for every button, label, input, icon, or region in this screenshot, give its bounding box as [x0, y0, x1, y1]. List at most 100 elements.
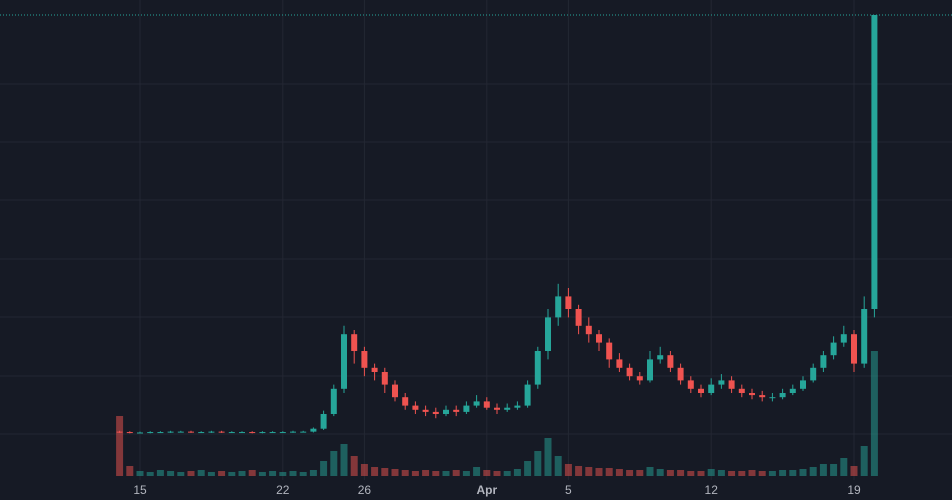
volume-bar [717, 470, 725, 476]
candle-body [157, 432, 164, 434]
volume-bar [136, 471, 144, 476]
volume-bar [167, 471, 175, 476]
candle-body [208, 431, 215, 433]
volume-bar [524, 461, 532, 476]
volume-bar [442, 471, 450, 476]
x-tick-label: 26 [358, 483, 372, 497]
candle-body [473, 401, 480, 406]
volume-bar [432, 471, 440, 476]
candle-body [279, 432, 286, 434]
candle-body [626, 367, 633, 377]
volume-bar [340, 444, 348, 476]
volume-bar [279, 472, 287, 476]
volume-bar [860, 446, 868, 476]
volume-bar [646, 467, 654, 476]
x-tick-label: 5 [565, 483, 572, 497]
candle-body [830, 342, 837, 356]
volume-bar [575, 466, 583, 476]
candle-body [728, 380, 735, 389]
volume-bar [258, 472, 266, 476]
volume-bar [636, 470, 644, 476]
volume-bar [534, 451, 542, 476]
volume-bar [544, 438, 552, 476]
candle-body [198, 432, 205, 434]
volume-bar [728, 471, 736, 476]
candle-body [820, 355, 827, 368]
candle-body [239, 432, 245, 434]
volume-bar [248, 470, 256, 476]
volume-bar [656, 469, 664, 476]
candle-body [116, 431, 123, 433]
candle-body [494, 407, 500, 410]
candle-body [585, 325, 592, 335]
volume-bar [238, 471, 246, 476]
candle-body [779, 393, 786, 398]
candle-body [259, 432, 266, 434]
candle-body [422, 409, 429, 412]
volume-bar [513, 469, 521, 476]
volume-bar [687, 471, 695, 476]
candle-body [647, 359, 653, 381]
candle-body [759, 395, 766, 398]
candle-body [596, 334, 602, 343]
candle-body [677, 367, 684, 381]
volume-bar [371, 467, 379, 476]
candle-body [504, 407, 511, 410]
volume-bar [697, 471, 705, 476]
candle-body [687, 380, 694, 389]
candle-body [269, 432, 276, 434]
volume-bar [207, 472, 215, 476]
volume-bar [819, 464, 827, 476]
x-tick-label: 19 [847, 483, 861, 497]
candle-body [290, 431, 296, 433]
volume-bar [197, 470, 205, 476]
volume-bar [401, 470, 409, 476]
x-tick-label: 12 [705, 483, 719, 497]
volume-bar [452, 470, 460, 476]
candle-body [188, 431, 194, 433]
candle-body [126, 432, 133, 434]
candle-body [300, 431, 307, 433]
volume-bar [748, 470, 756, 476]
candle-body [412, 405, 419, 410]
volume-bar [503, 471, 511, 476]
candle-body [351, 334, 358, 351]
volume-bar [360, 464, 368, 476]
candle-body [810, 367, 817, 381]
candle-body [789, 388, 796, 393]
candle-body [738, 388, 745, 393]
volume-bar [554, 456, 562, 476]
candle-body [392, 384, 398, 398]
candle-body [861, 309, 868, 364]
candle-body [147, 432, 154, 434]
candle-body [432, 411, 439, 414]
candle-body [769, 397, 776, 399]
candle-body [698, 388, 704, 393]
candle-body [463, 405, 470, 412]
volume-bar [789, 470, 797, 476]
candle-body [657, 355, 664, 360]
candle-body [545, 317, 551, 351]
candle-body [341, 334, 347, 389]
candle-body [524, 384, 531, 406]
candle-body [402, 397, 409, 406]
volume-bar [177, 472, 185, 476]
volume-bar [320, 461, 328, 476]
candle-body [167, 431, 174, 433]
horizontal-grid [0, 83, 952, 435]
candle-body [851, 334, 857, 364]
volume-bar [269, 471, 277, 476]
candle-body [800, 380, 806, 389]
volume-bar [218, 471, 226, 476]
volume-bar [299, 472, 307, 476]
candle-body [667, 355, 674, 368]
volume-bar [391, 469, 399, 476]
x-tick-label: Apr [476, 483, 497, 497]
volume-bar [493, 471, 501, 476]
volume-bar [738, 471, 746, 476]
candle-body [555, 296, 562, 318]
candle-body [514, 405, 521, 408]
volume-bar [605, 468, 613, 476]
